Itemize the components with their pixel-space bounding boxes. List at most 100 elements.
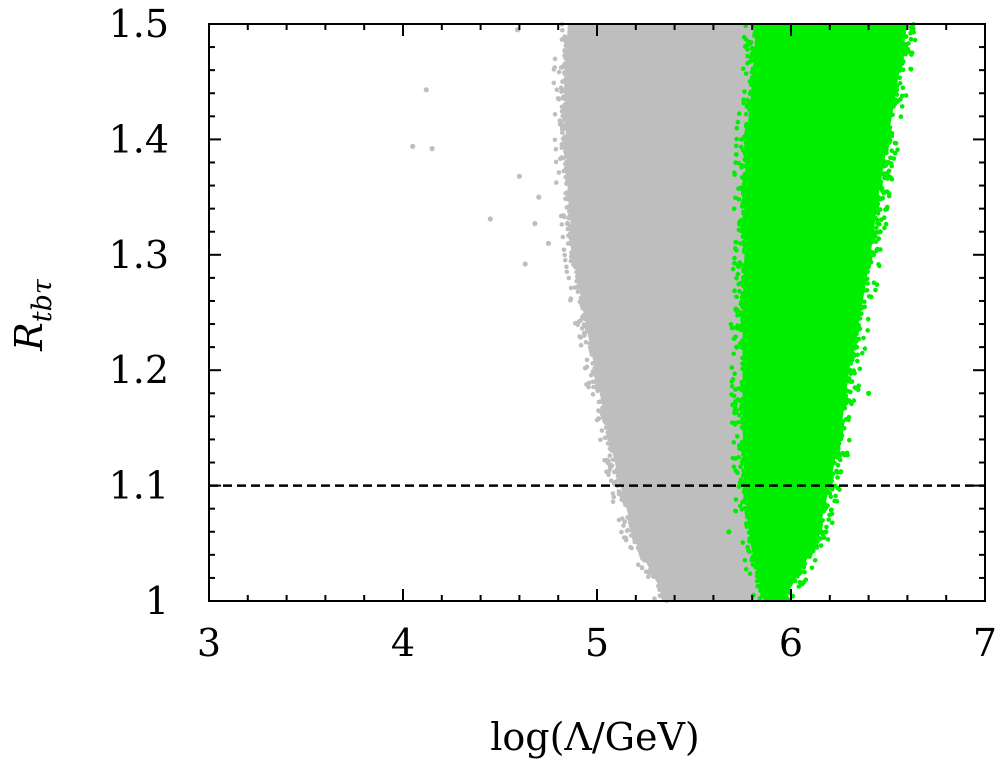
data-point [578, 318, 583, 324]
data-point [584, 357, 590, 363]
data-point [743, 145, 749, 151]
data-point [877, 207, 883, 212]
data-point [741, 269, 746, 274]
data-point [826, 517, 831, 522]
outlier-point [866, 390, 872, 396]
data-point [876, 236, 881, 241]
data-point [559, 126, 565, 132]
data-point [731, 440, 737, 445]
data-point [607, 461, 612, 467]
data-point [746, 523, 751, 528]
data-point [574, 269, 579, 275]
data-point [855, 358, 860, 364]
outlier-point [885, 159, 891, 166]
data-point [744, 104, 750, 109]
data-point [875, 218, 880, 223]
data-point [883, 221, 889, 227]
data-point [559, 89, 564, 94]
data-point [874, 248, 879, 253]
data-point [731, 206, 737, 211]
data-point [894, 86, 899, 92]
data-point [568, 227, 574, 232]
data-point [747, 107, 752, 112]
data-point [882, 215, 887, 220]
data-point [873, 287, 878, 293]
data-point [892, 150, 898, 156]
data-point [647, 568, 653, 573]
data-point [561, 247, 567, 253]
data-point [629, 528, 635, 533]
data-point [740, 448, 746, 454]
data-point [640, 554, 646, 560]
data-point [563, 150, 569, 156]
data-point [744, 122, 749, 127]
plot-frame [208, 23, 986, 602]
data-point [560, 28, 565, 33]
data-point [558, 85, 564, 90]
data-point [803, 577, 809, 582]
data-point [652, 596, 657, 601]
data-point [559, 155, 564, 160]
data-point [733, 387, 738, 392]
data-point [868, 294, 874, 300]
data-point [809, 565, 815, 571]
data-point [567, 241, 572, 246]
data-point [821, 535, 827, 540]
data-point [760, 592, 765, 598]
data-point [736, 186, 741, 191]
data-point [747, 59, 753, 64]
data-point [635, 562, 641, 567]
data-point [567, 208, 572, 214]
data-point [908, 31, 913, 36]
data-point [734, 125, 740, 131]
data-point [659, 592, 665, 597]
data-point [750, 66, 756, 71]
data-point [622, 519, 628, 524]
data-point [851, 353, 857, 359]
data-point [889, 112, 895, 118]
data-point [604, 457, 609, 463]
data-point [874, 225, 879, 231]
data-point [739, 295, 745, 301]
data-point [742, 89, 747, 94]
outlier-point [881, 171, 887, 177]
data-point [553, 146, 559, 152]
data-point [590, 361, 595, 366]
data-point [562, 34, 567, 39]
data-point [747, 571, 753, 576]
data-point [829, 507, 834, 512]
data-point [733, 307, 738, 313]
data-point [882, 175, 887, 181]
data-point [733, 143, 739, 149]
data-point [834, 468, 839, 474]
data-point [595, 380, 600, 386]
data-point [564, 175, 570, 180]
data-point [742, 215, 747, 221]
data-point [751, 557, 757, 563]
data-point [742, 177, 747, 183]
data-point [553, 159, 559, 165]
data-point [622, 500, 628, 506]
data-point [734, 248, 739, 253]
data-point [742, 137, 748, 142]
data-point [842, 402, 847, 407]
data-point [808, 551, 813, 557]
data-point [740, 345, 745, 351]
data-point [626, 516, 632, 521]
data-point [734, 152, 739, 157]
data-point [899, 55, 904, 61]
data-point [607, 453, 613, 459]
data-point [862, 299, 867, 305]
data-point [834, 455, 840, 460]
data-point [865, 269, 870, 274]
data-point [828, 494, 834, 500]
data-point [574, 274, 580, 280]
data-point [739, 137, 744, 142]
outlier-point [823, 529, 829, 535]
data-point [859, 311, 864, 317]
data-point [874, 204, 880, 210]
data-point [832, 460, 837, 466]
data-point [639, 565, 645, 570]
data-point [754, 570, 760, 575]
